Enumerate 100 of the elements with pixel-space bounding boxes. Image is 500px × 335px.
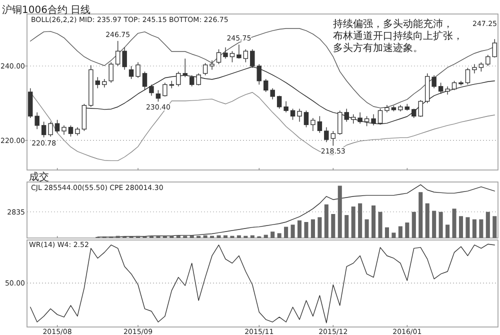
candlestick [364, 116, 370, 127]
bar [284, 226, 288, 238]
candlestick [324, 126, 329, 142]
bar [425, 203, 430, 238]
line-series [84, 66, 495, 124]
candlestick [122, 47, 127, 70]
candlestick [230, 50, 235, 63]
candlestick [472, 64, 477, 74]
bar [378, 212, 382, 238]
candlestick [41, 121, 46, 138]
annotation: 布林通道开口持续向上扩张， [333, 30, 463, 42]
candlestick [48, 121, 53, 137]
candlestick [196, 73, 201, 86]
candlestick [108, 62, 114, 84]
bar [156, 235, 160, 238]
bar [405, 222, 410, 238]
bar [290, 224, 295, 238]
candlestick [270, 88, 275, 100]
bar [446, 224, 450, 238]
bar [398, 226, 402, 238]
bar [250, 235, 254, 238]
candlestick [358, 112, 362, 124]
candlestick [452, 80, 457, 90]
candlestick [438, 82, 444, 94]
candlestick [202, 62, 208, 76]
candlestick [149, 84, 154, 96]
bar [412, 212, 416, 238]
candlestick [250, 48, 255, 68]
candlestick [223, 47, 228, 59]
chart-title: 沪铜1006合约 日线 [2, 4, 91, 16]
candlestick [344, 108, 349, 122]
bar [223, 235, 228, 238]
candlestick [34, 112, 40, 130]
candlestick [418, 100, 423, 118]
bar [344, 215, 349, 238]
candlestick [54, 120, 60, 134]
candlestick [492, 38, 498, 58]
candlestick [236, 44, 242, 59]
bar [438, 212, 443, 238]
bar [466, 217, 470, 238]
candlestick [458, 80, 464, 86]
candlestick [371, 114, 376, 126]
candlestick [350, 114, 356, 124]
candlestick [189, 74, 194, 87]
candlestick [68, 125, 74, 137]
candlestick [82, 104, 87, 132]
candlestick [338, 110, 342, 136]
bar [486, 212, 490, 238]
candlestick [162, 82, 168, 97]
bar [458, 216, 464, 238]
bar [338, 186, 342, 238]
bar [190, 235, 194, 238]
bar [384, 227, 389, 238]
candlestick [95, 76, 100, 89]
bar [358, 203, 362, 238]
bar [297, 220, 302, 238]
bar [264, 234, 268, 238]
candlestick [136, 62, 140, 78]
bar [492, 216, 497, 238]
candlestick [486, 54, 490, 66]
candlestick [297, 108, 302, 122]
chart-title: 成交 [29, 171, 49, 183]
bar [479, 219, 484, 238]
candlestick [378, 108, 383, 126]
candlestick [256, 64, 262, 85]
bar [176, 235, 180, 238]
bar [392, 232, 396, 238]
candlestick [156, 90, 161, 102]
bar [236, 235, 241, 238]
candlestick [465, 68, 470, 85]
candlestick [210, 60, 214, 70]
candlestick [304, 110, 309, 128]
bar [270, 232, 275, 238]
bar [432, 210, 436, 238]
candlestick [115, 40, 120, 66]
bar [304, 222, 308, 238]
bar [203, 235, 208, 238]
bar [216, 235, 221, 238]
candlestick [432, 74, 436, 89]
annotation: 多头方有加速迹象。 [333, 42, 423, 54]
candlestick [412, 108, 416, 118]
bar [331, 214, 336, 238]
bar [277, 233, 282, 238]
candlestick [216, 48, 222, 64]
candlestick [317, 116, 322, 134]
bar [318, 217, 322, 238]
candlestick [62, 125, 66, 136]
bar [472, 219, 476, 238]
bar [452, 208, 456, 238]
candlestick [310, 118, 316, 132]
candlestick [276, 95, 282, 110]
bar [418, 192, 423, 238]
candlestick [478, 62, 484, 72]
annotation: 持续偏强，多头动能充沛， [333, 18, 453, 30]
candlestick [182, 58, 188, 78]
bar [351, 206, 356, 238]
bar [364, 219, 369, 238]
candlestick [290, 108, 296, 120]
bar [372, 205, 376, 238]
candlestick [243, 48, 248, 63]
